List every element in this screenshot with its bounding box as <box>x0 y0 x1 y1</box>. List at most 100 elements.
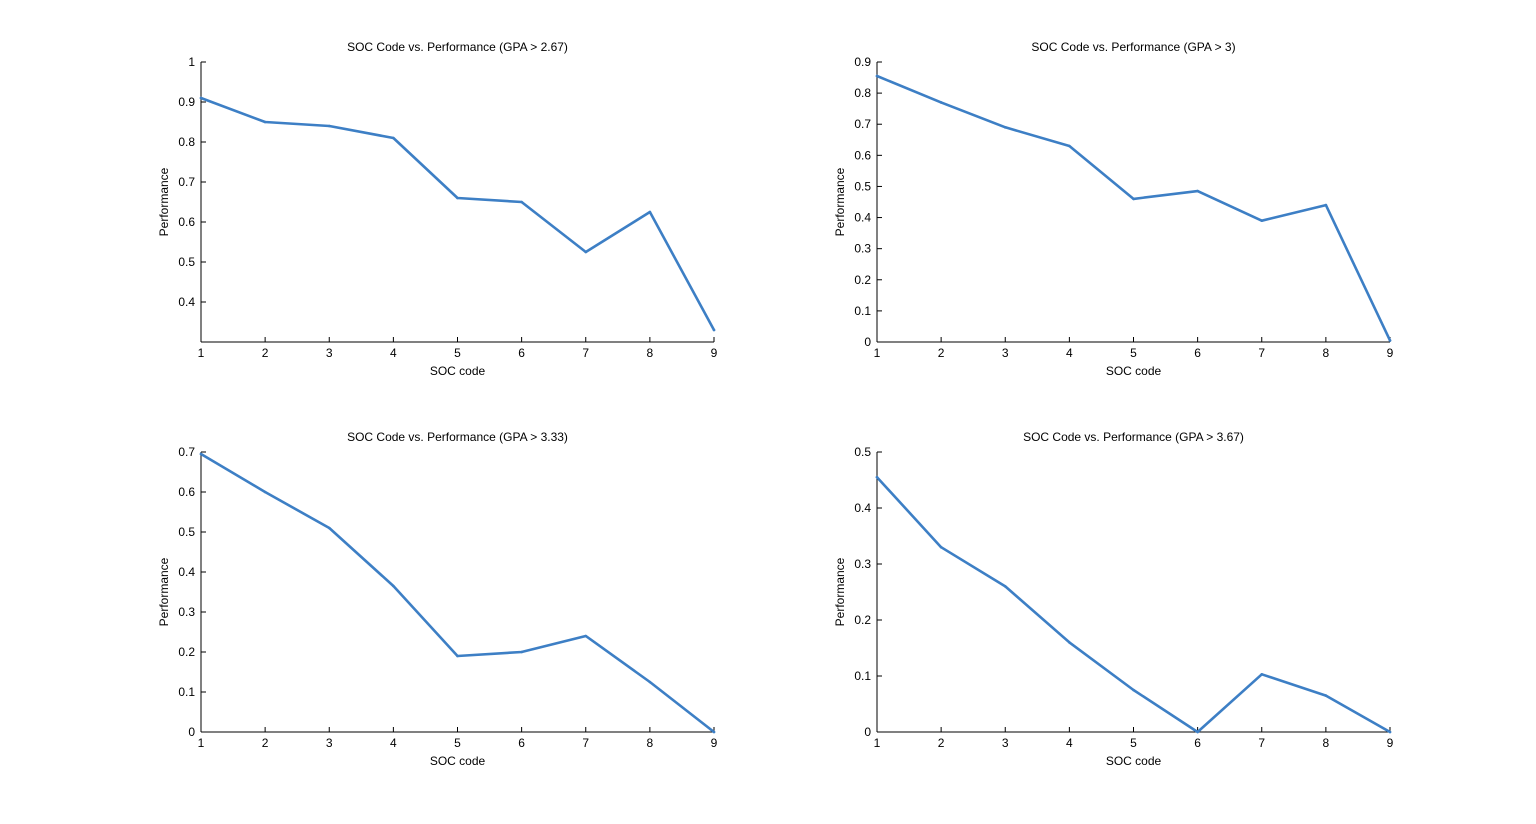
data-point <box>1388 730 1392 734</box>
x-tick-label: 7 <box>582 346 589 360</box>
data-point <box>875 74 879 78</box>
data-point <box>939 101 943 104</box>
data-point <box>1132 688 1135 692</box>
y-tick-label: 0.6 <box>178 485 195 499</box>
y-tick-label: 0.5 <box>178 255 195 269</box>
chart-title: SOC Code vs. Performance (GPA > 3) <box>1031 40 1235 54</box>
x-tick-label: 9 <box>1387 736 1394 750</box>
y-tick-label: 0.4 <box>178 565 195 579</box>
y-tick-label: 0.3 <box>178 605 195 619</box>
y-axis-label: Performance <box>833 557 847 626</box>
y-tick-label: 0.2 <box>854 613 871 627</box>
x-tick-label: 4 <box>390 346 397 360</box>
x-tick-label: 7 <box>1258 736 1265 750</box>
y-tick-label: 0.7 <box>178 445 195 459</box>
chart-title: SOC Code vs. Performance (GPA > 3.33) <box>347 430 568 444</box>
y-tick-label: 0 <box>864 335 871 349</box>
data-point <box>1196 730 1199 734</box>
x-tick-label: 2 <box>938 736 945 750</box>
chart-title: SOC Code vs. Performance (GPA > 3.67) <box>1023 430 1244 444</box>
y-tick-label: 0.9 <box>178 95 195 109</box>
x-tick-label: 8 <box>1323 346 1330 360</box>
x-tick-label: 6 <box>1194 346 1201 360</box>
data-point <box>648 210 652 214</box>
x-tick-label: 2 <box>938 346 945 360</box>
y-tick-label: 0.5 <box>178 525 195 539</box>
data-point <box>584 250 588 254</box>
data-point <box>712 328 716 332</box>
y-tick-label: 0.9 <box>854 55 871 69</box>
y-tick-label: 0.2 <box>854 273 871 287</box>
y-axis-label: Performance <box>833 167 847 236</box>
data-point <box>392 136 395 140</box>
x-tick-label: 1 <box>198 346 205 360</box>
data-point <box>1003 126 1007 129</box>
x-tick-label: 5 <box>454 736 461 750</box>
x-tick-label: 7 <box>1258 346 1265 360</box>
data-point <box>199 452 203 456</box>
series-line <box>199 96 716 332</box>
x-tick-label: 8 <box>647 736 654 750</box>
data-point <box>939 545 943 549</box>
x-tick-label: 4 <box>1066 736 1073 750</box>
y-tick-label: 0.8 <box>854 86 871 100</box>
x-tick-label: 6 <box>518 346 525 360</box>
y-axis-label: Performance <box>157 557 171 626</box>
x-tick-label: 2 <box>262 346 269 360</box>
chart-title: SOC Code vs. Performance (GPA > 2.67) <box>347 40 568 54</box>
x-tick-label: 1 <box>198 736 205 750</box>
y-tick-label: 0.8 <box>178 135 195 149</box>
y-tick-label: 0.2 <box>178 645 195 659</box>
data-point <box>456 196 459 200</box>
y-tick-label: 0.1 <box>854 304 871 318</box>
series-line <box>875 74 1392 342</box>
x-tick-label: 3 <box>326 736 333 750</box>
data-point <box>1388 339 1392 342</box>
data-point <box>1003 585 1007 588</box>
data-point <box>263 490 267 494</box>
data-point <box>1260 673 1264 676</box>
x-axis-label: SOC code <box>1106 364 1162 378</box>
y-tick-label: 0.6 <box>854 148 871 162</box>
subplot-1: 1 2 3 4 5 6 7 8 9 0.4 0.5 0.6 0.7 0.8 0.9 1 SOC Code vs.… <box>157 40 718 378</box>
data-point <box>456 654 459 658</box>
y-tick-label: 0.4 <box>854 211 871 225</box>
x-tick-label: 6 <box>518 736 525 750</box>
data-point <box>520 650 523 654</box>
x-tick-label: 2 <box>262 736 269 750</box>
y-tick-label: 0 <box>864 725 871 739</box>
x-tick-label: 9 <box>711 346 718 360</box>
subplot-3: 1 2 3 4 5 6 7 8 9 0 0.1 0.2 0.3 0.4 0.5 0.6 0.7 SOC Code … <box>157 430 718 768</box>
data-point <box>1068 641 1071 644</box>
x-axis-label: SOC code <box>1106 754 1162 768</box>
y-tick-label: 0.5 <box>854 179 871 193</box>
x-tick-label: 9 <box>711 736 718 750</box>
x-axis-label: SOC code <box>430 754 486 768</box>
data-point <box>648 680 652 684</box>
subplot-4: 1 2 3 4 5 6 7 8 9 0 0.1 0.2 0.3 0.4 0.5 SOC Code vs. Pe… <box>833 430 1394 768</box>
data-point <box>1260 219 1264 222</box>
x-tick-label: 3 <box>1002 346 1009 360</box>
data-point <box>1132 197 1135 201</box>
x-tick-label: 1 <box>874 736 881 750</box>
data-point <box>712 730 716 734</box>
x-tick-label: 1 <box>874 346 881 360</box>
y-tick-label: 0.1 <box>178 685 195 699</box>
x-tick-label: 5 <box>1130 736 1137 750</box>
y-tick-label: 0.3 <box>854 242 871 256</box>
x-axis-label: SOC code <box>430 364 486 378</box>
data-point <box>1324 203 1328 207</box>
x-tick-label: 5 <box>454 346 461 360</box>
data-point <box>199 96 203 100</box>
y-tick-label: 0.1 <box>854 669 871 683</box>
data-point <box>584 634 588 638</box>
y-tick-label: 0.3 <box>854 557 871 571</box>
y-tick-label: 0.4 <box>178 295 195 309</box>
y-tick-label: 0.6 <box>178 215 195 229</box>
series-line <box>875 475 1392 734</box>
data-point <box>520 200 523 204</box>
y-tick-label: 0.7 <box>178 175 195 189</box>
data-point <box>875 475 879 479</box>
subplot-2: 1 2 3 4 5 6 7 8 9 0 0.1 0.2 0.3 0.4 0.5 0.6 0.7 0.8 0.9 SOC… <box>833 40 1394 378</box>
